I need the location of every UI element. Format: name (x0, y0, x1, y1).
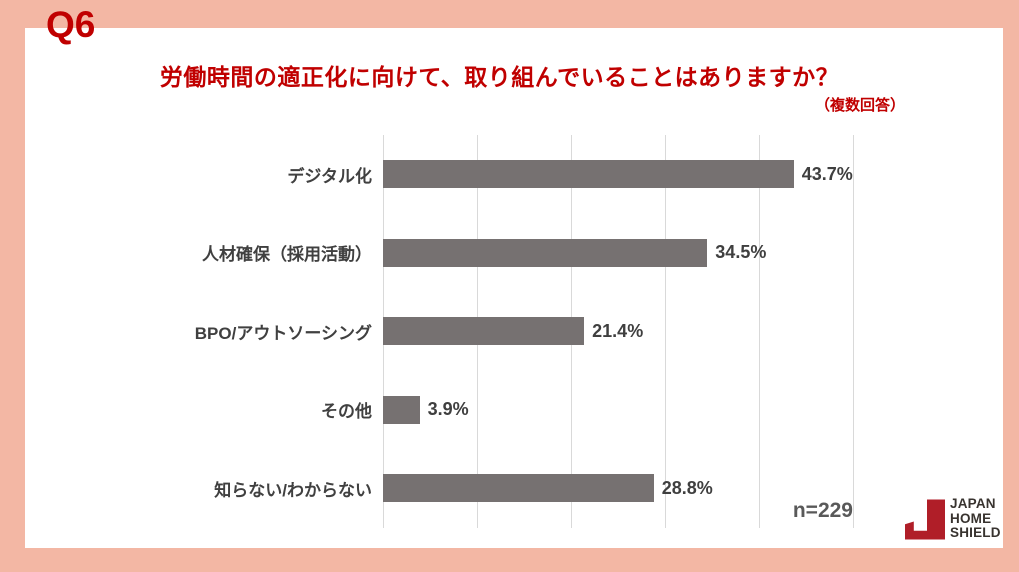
logo-line-japan: JAPAN (950, 496, 996, 512)
sample-size: n=229 (792, 499, 853, 522)
chart-subtitle: （複数回答） (814, 97, 905, 114)
bar (383, 317, 585, 346)
chart-row: その他 3.9% (122, 371, 853, 450)
gridline (759, 135, 760, 528)
category-label: その他 (321, 402, 372, 422)
chart-row: デジタル化 43.7% (122, 135, 853, 214)
logo-j-icon (905, 499, 945, 539)
bar-chart: デジタル化 43.7% 人材確保（採用活動） 34.5% BPO/アウトソーシング 21.… (122, 135, 854, 528)
bar-track: 43.7% (383, 160, 853, 189)
bar (383, 238, 708, 267)
value-label: 43.7% (801, 163, 853, 184)
bar-track: 3.9% (383, 395, 853, 424)
value-label: 34.5% (715, 242, 767, 263)
value-label: 3.9% (427, 399, 469, 420)
question-number: Q6 (46, 4, 96, 45)
value-label: 21.4% (592, 320, 644, 341)
chart-row: 知らない/わからない 28.8% (122, 449, 853, 528)
logo-line-shield: SHIELD (950, 525, 1001, 541)
value-label: 28.8% (661, 477, 713, 498)
bar (383, 160, 794, 189)
category-label: 人材確保（採用活動） (202, 245, 372, 265)
chart-rows: デジタル化 43.7% 人材確保（採用活動） 34.5% BPO/アウトソーシング 21.… (122, 135, 853, 528)
company-logo: JAPAN HOME SHIELD (905, 491, 1003, 547)
chart-title: 労働時間の適正化に向けて、取り組んでいることはありますか？ (159, 64, 840, 90)
gridline (665, 135, 666, 528)
bar-track: 21.4% (383, 317, 853, 346)
bar-track: 34.5% (383, 238, 853, 267)
logo-line-home: HOME (950, 510, 992, 526)
bar (383, 395, 420, 424)
category-label: 知らない/わからない (214, 480, 372, 500)
chart-row: BPO/アウトソーシング 21.4% (122, 292, 853, 371)
chart-row: 人材確保（採用活動） 34.5% (122, 214, 853, 293)
bar (383, 474, 654, 503)
category-label: デジタル化 (287, 166, 372, 186)
category-label: BPO/アウトソーシング (194, 323, 372, 343)
bar-track: 28.8% (383, 474, 853, 503)
content-panel (25, 28, 1003, 548)
logo-wordmark: JAPAN HOME SHIELD (950, 497, 1001, 541)
gridline (853, 135, 854, 528)
